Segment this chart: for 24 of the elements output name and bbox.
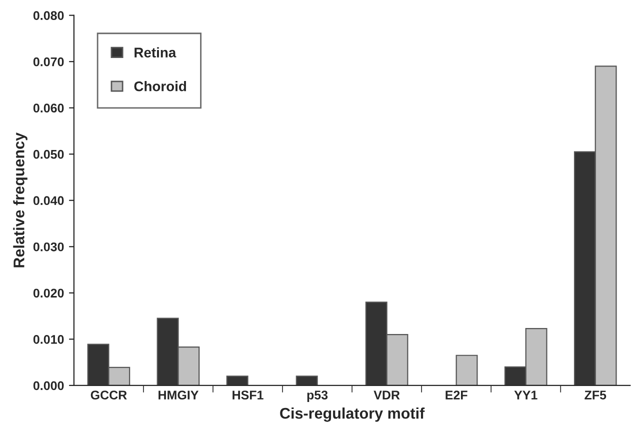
legend-label: Choroid xyxy=(134,81,186,92)
x-tick-label: YY1 xyxy=(514,390,538,400)
y-tick-label: 0.060 xyxy=(33,104,64,113)
y-tick-label: 0.070 xyxy=(33,57,64,66)
y-tick-label: 0.050 xyxy=(33,150,64,159)
x-tick-label: ZF5 xyxy=(584,390,606,400)
x-tick-label: HMGIY xyxy=(158,390,199,400)
x-tick-label: GCCR xyxy=(90,390,127,400)
y-axis-title: Relative frequency xyxy=(13,132,28,268)
legend-label: Retina xyxy=(134,47,176,58)
bar xyxy=(456,354,478,386)
bar xyxy=(296,376,318,386)
x-tick-label: VDR xyxy=(374,390,400,400)
x-tick-label: HSF1 xyxy=(232,390,264,400)
x-axis-title: Cis-regulatory motif xyxy=(280,408,425,422)
x-tick-label: p53 xyxy=(307,390,328,402)
x-tick-label: E2F xyxy=(446,390,468,400)
y-tick-label: 0.030 xyxy=(33,242,64,252)
y-tick-label: 0.040 xyxy=(33,196,64,206)
y-tick-label: 0.010 xyxy=(33,334,64,344)
y-tick-label: 0.080 xyxy=(33,11,64,20)
bar xyxy=(226,376,248,386)
y-tick-label: 0.020 xyxy=(33,288,64,298)
y-tick-label: 0.000 xyxy=(33,381,64,390)
